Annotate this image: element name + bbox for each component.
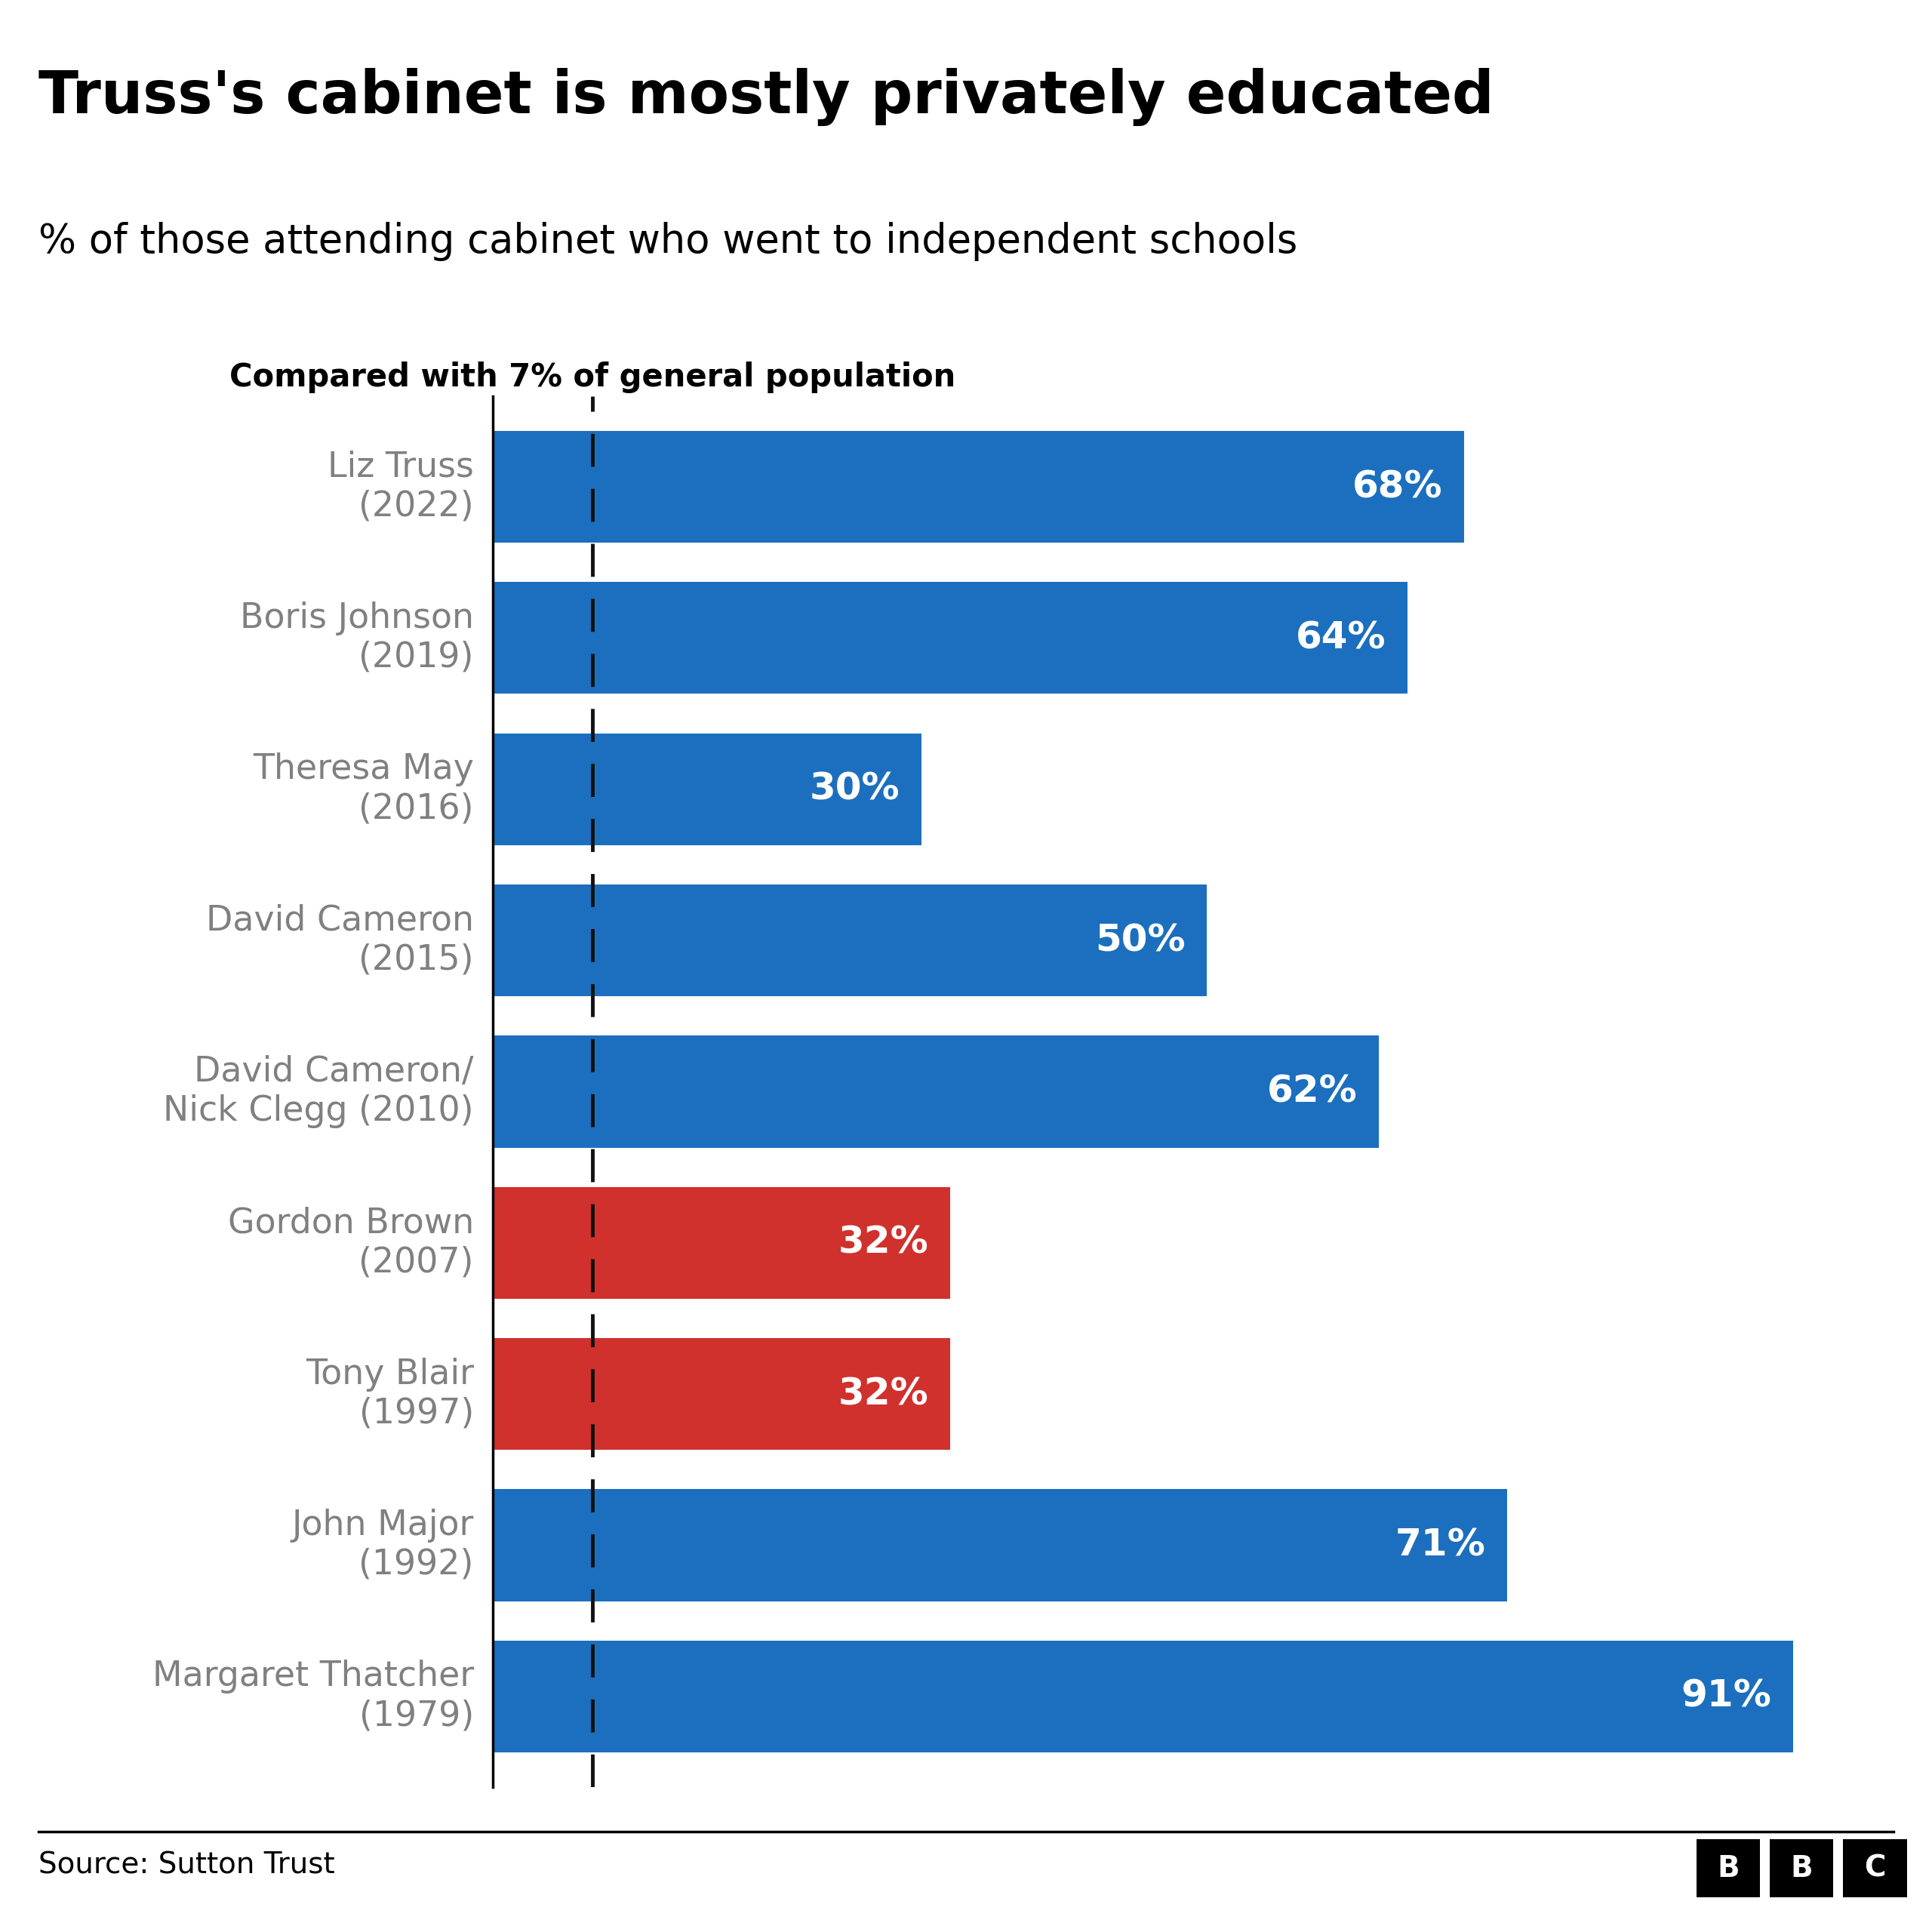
Bar <box>493 431 1464 543</box>
Text: C: C <box>1864 1855 1886 1882</box>
Text: Source: Sutton Trust: Source: Sutton Trust <box>39 1851 334 1880</box>
Text: 71%: 71% <box>1395 1526 1486 1563</box>
Text: B: B <box>1791 1855 1812 1882</box>
Text: 91%: 91% <box>1681 1679 1772 1714</box>
Text: 62%: 62% <box>1267 1074 1356 1109</box>
Bar <box>493 582 1406 694</box>
Bar <box>493 1036 1379 1148</box>
Bar <box>493 1640 1793 1752</box>
Bar <box>493 1490 1507 1602</box>
Text: B: B <box>1718 1855 1739 1882</box>
Text: 32%: 32% <box>838 1376 929 1412</box>
Text: 64%: 64% <box>1296 620 1385 657</box>
Bar <box>493 885 1208 997</box>
Text: 32%: 32% <box>838 1225 929 1262</box>
Text: Compared with 7% of general population: Compared with 7% of general population <box>230 361 956 392</box>
Bar <box>493 1186 951 1298</box>
Text: Truss's cabinet is mostly privately educated: Truss's cabinet is mostly privately educ… <box>39 68 1493 126</box>
Bar <box>493 1339 951 1449</box>
Text: 68%: 68% <box>1352 469 1443 504</box>
Text: 30%: 30% <box>810 771 900 808</box>
Bar <box>493 734 922 844</box>
Text: 50%: 50% <box>1095 922 1186 958</box>
Text: % of those attending cabinet who went to independent schools: % of those attending cabinet who went to… <box>39 222 1298 261</box>
